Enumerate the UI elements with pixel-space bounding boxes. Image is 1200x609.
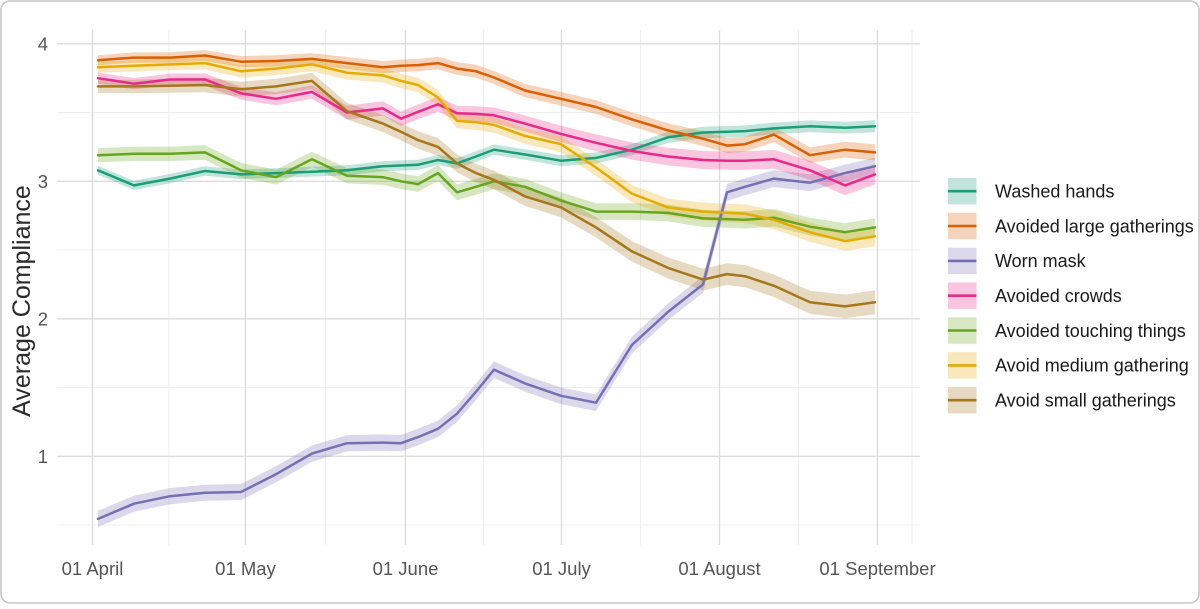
svg-text:Avoid medium gathering: Avoid medium gathering xyxy=(995,356,1189,376)
svg-text:Avoided crowds: Avoided crowds xyxy=(995,286,1122,306)
svg-text:4: 4 xyxy=(38,34,48,55)
svg-text:01 May: 01 May xyxy=(215,558,276,579)
svg-text:2: 2 xyxy=(38,309,48,330)
svg-text:01 April: 01 April xyxy=(62,558,124,579)
svg-text:Worn mask: Worn mask xyxy=(995,251,1087,271)
svg-text:01 July: 01 July xyxy=(532,558,591,579)
svg-text:Avoid small gatherings: Avoid small gatherings xyxy=(995,391,1176,411)
svg-text:Avoided touching things: Avoided touching things xyxy=(995,321,1186,341)
svg-text:Average Compliance: Average Compliance xyxy=(8,185,36,417)
svg-text:3: 3 xyxy=(38,171,48,192)
svg-text:1: 1 xyxy=(38,446,48,467)
svg-text:01 September: 01 September xyxy=(819,558,935,579)
svg-text:Washed hands: Washed hands xyxy=(995,182,1114,202)
svg-text:01 August: 01 August xyxy=(678,558,760,579)
svg-text:01 June: 01 June xyxy=(373,558,439,579)
svg-text:Avoided large gatherings: Avoided large gatherings xyxy=(995,216,1194,236)
